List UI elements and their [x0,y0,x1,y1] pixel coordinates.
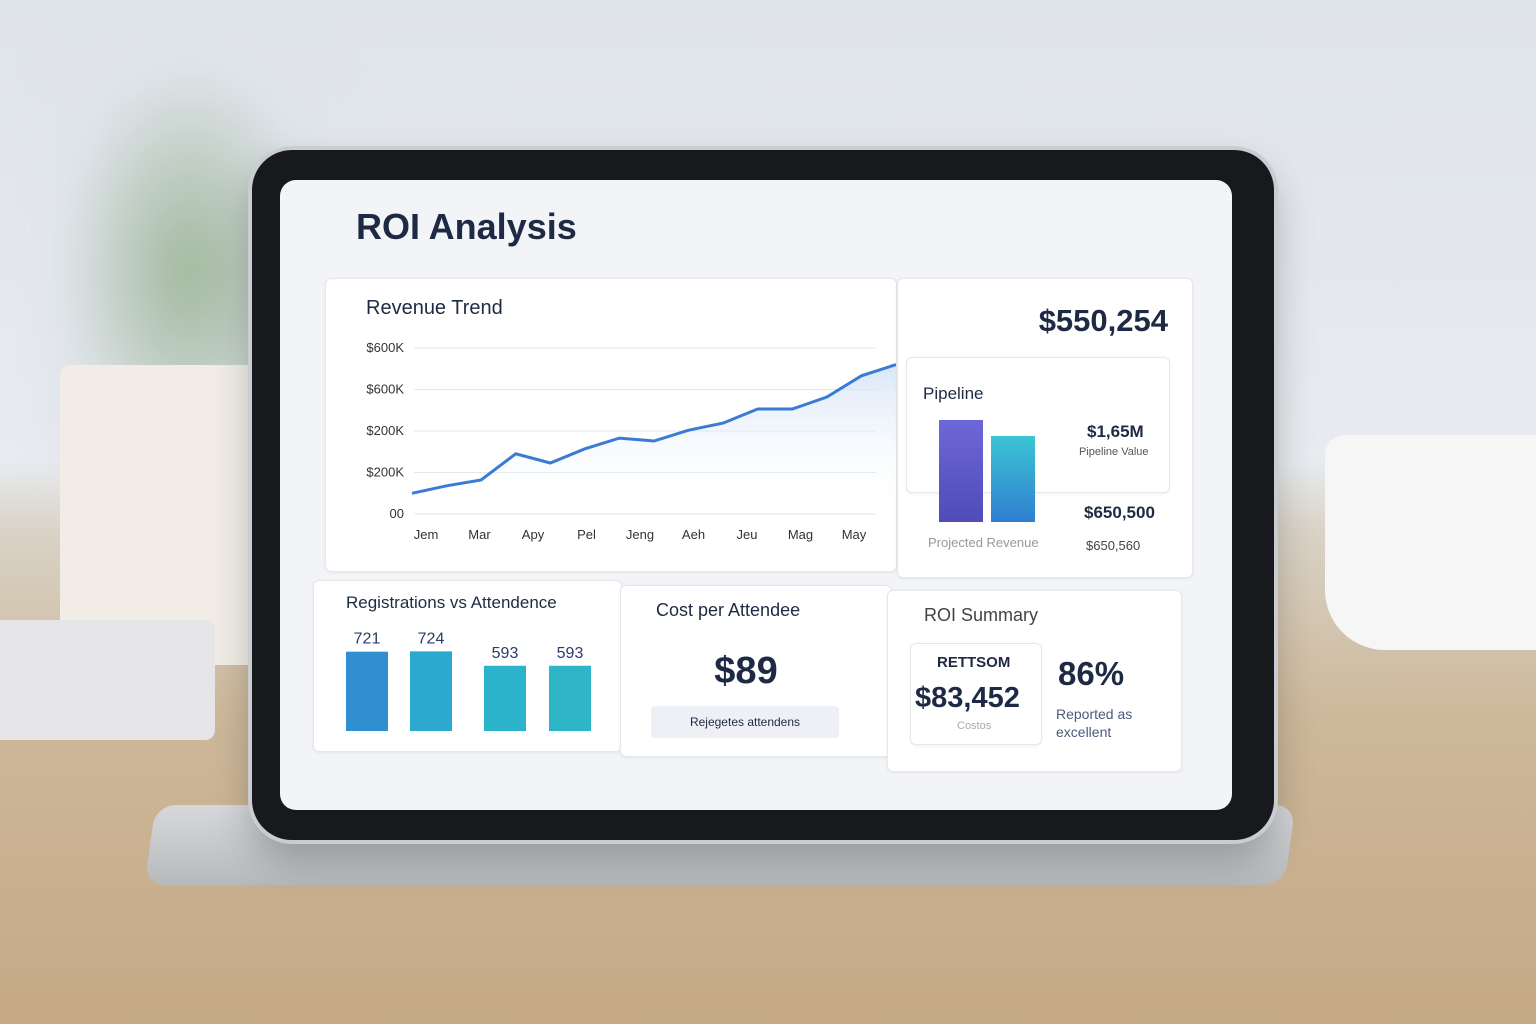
x-tick-label: Mar [468,527,491,542]
revenue-card: Revenue Trend 00 $200K $200K $600K $600K Jem M… [325,278,897,572]
projected-value: $650,500 [1084,503,1155,522]
data-label: 724 [418,630,445,647]
x-tick-label: Mag [788,527,813,542]
x-tick-label: Jeu [737,527,758,542]
roi-inner-card: RETTSOM $83,452 Costos [910,643,1042,745]
y-tick-label: $200K [366,465,404,480]
data-label: 593 [492,645,519,662]
x-tick-label: Jem [414,527,439,542]
y-tick-label: $600K [366,382,404,397]
bar [410,651,452,731]
cost-value: $89 [714,650,778,692]
kpi-value: $550,254 [1038,303,1168,338]
y-tick-label: 00 [390,506,404,521]
pipeline-caption: Pipeline Value [1079,446,1149,458]
card-title: Revenue Trend [366,297,503,319]
pipeline-card: Pipeline $1,65M Pipeline Value [906,357,1170,522]
card-title: Registrations vs Attendence [346,593,557,612]
y-tick-label: $600K [366,340,404,355]
roi-card-value: $83,452 [915,682,1020,714]
data-label: 593 [557,645,584,662]
x-tick-label: Aeh [682,527,705,542]
line [411,363,896,495]
x-tick-label: Apy [522,527,545,542]
roi-note: Reported as excellent [1056,706,1133,740]
area [412,364,896,514]
registrations-card: Registrations vs Attendence 721 724 593 593 [313,580,622,752]
card-title: Cost per Attendee [656,600,801,620]
pipeline-bar [991,436,1035,522]
roi-percent: 86% [1058,655,1125,692]
card-title: ROI Summary [924,605,1039,625]
roi-card-label: RETTSOM [937,654,1011,671]
pipeline-bar [939,420,983,522]
pen-cup [60,365,275,665]
mug [1325,435,1536,650]
projected-caption: Projected Revenue [928,535,1039,550]
pipeline-title: Pipeline [923,384,984,403]
kpi-card: $550,254 Pipeline $1,65M Pipeline Value … [897,278,1193,578]
x-tick-label: Pel [577,527,596,542]
pipeline-value: $1,65M [1087,422,1144,441]
x-tick-label: Jeng [626,527,654,542]
projected-sub: $650,560 [1086,538,1141,553]
bar [549,665,591,731]
roi-card-caption: Costos [957,720,992,732]
bar [484,665,526,731]
bar [346,651,388,731]
revenue-chart: 00 $200K $200K $600K $600K Jem Mar Apy Pel Jeng Ae… [366,340,896,542]
y-tick-label: $200K [366,423,404,438]
roi-card: ROI Summary RETTSOM $83,452 Costos 86% R… [887,590,1182,772]
notebook [0,620,215,740]
data-label: 721 [354,631,381,648]
page-title: ROI Analysis [356,206,577,247]
registrations-chart: 721 724 593 593 [346,630,591,731]
x-tick-label: May [842,527,867,542]
cost-card: Cost per Attendee $89 Rejegetes attenden… [620,585,892,757]
cost-button[interactable]: Rejegetes attendens [651,706,839,738]
